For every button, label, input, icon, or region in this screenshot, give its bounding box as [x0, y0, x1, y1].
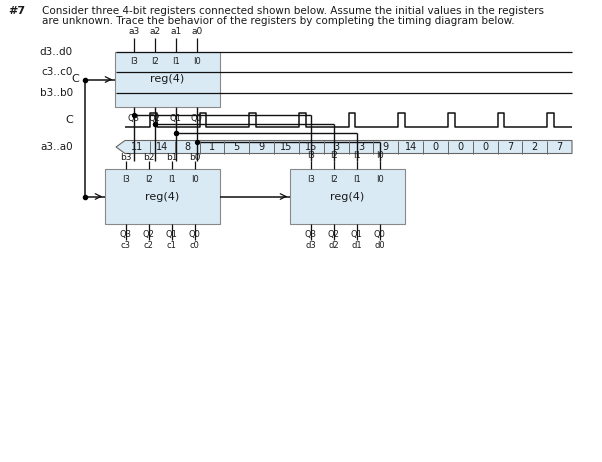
- Polygon shape: [116, 140, 572, 153]
- Text: I0: I0: [193, 57, 201, 67]
- Bar: [105, 169, 220, 224]
- Text: Q3: Q3: [120, 231, 132, 239]
- Text: C: C: [65, 115, 73, 125]
- Text: 0: 0: [432, 142, 438, 152]
- Text: c3: c3: [120, 242, 131, 250]
- Text: c2: c2: [144, 242, 154, 250]
- Bar: [290, 169, 405, 224]
- Text: I3: I3: [130, 57, 138, 67]
- Text: Consider three 4-bit registers connected shown below. Assume the initial values : Consider three 4-bit registers connected…: [42, 6, 544, 16]
- Text: 14: 14: [405, 142, 417, 152]
- Text: Q1: Q1: [166, 231, 178, 239]
- Text: I0: I0: [376, 175, 383, 183]
- Text: b1: b1: [166, 152, 178, 162]
- Text: 0: 0: [482, 142, 488, 152]
- Bar: [115, 52, 220, 107]
- Text: d3..d0: d3..d0: [40, 47, 73, 57]
- Text: I1: I1: [168, 175, 176, 183]
- Text: 7: 7: [507, 142, 513, 152]
- Text: I2: I2: [330, 175, 338, 183]
- Text: Q1: Q1: [170, 115, 182, 123]
- Text: 15: 15: [280, 142, 293, 152]
- Text: I1: I1: [353, 175, 361, 183]
- Text: I3: I3: [122, 175, 129, 183]
- Text: Q3: Q3: [128, 115, 140, 123]
- Text: are unknown. Trace the behavior of the registers by completing the timing diagra: are unknown. Trace the behavior of the r…: [42, 16, 515, 26]
- Text: 15: 15: [305, 142, 317, 152]
- Text: I2: I2: [145, 175, 152, 183]
- Text: d0: d0: [374, 242, 385, 250]
- Text: b0: b0: [189, 152, 200, 162]
- Text: Q0: Q0: [189, 231, 200, 239]
- Text: #7: #7: [8, 6, 25, 16]
- Text: Q2: Q2: [327, 231, 340, 239]
- Text: a0: a0: [191, 28, 202, 36]
- Text: I2: I2: [151, 57, 159, 67]
- Text: C: C: [71, 74, 79, 85]
- Text: 9: 9: [383, 142, 389, 152]
- Text: 7: 7: [556, 142, 563, 152]
- Text: a2: a2: [149, 28, 161, 36]
- Text: reg(4): reg(4): [330, 192, 365, 201]
- Text: Q3: Q3: [305, 231, 317, 239]
- Text: 5: 5: [234, 142, 240, 152]
- Text: a3..a0: a3..a0: [40, 142, 73, 152]
- Text: I2: I2: [330, 151, 338, 159]
- Text: 9: 9: [258, 142, 265, 152]
- Text: reg(4): reg(4): [150, 74, 185, 85]
- Text: Q0: Q0: [374, 231, 386, 239]
- Text: d2: d2: [328, 242, 339, 250]
- Text: a3: a3: [128, 28, 140, 36]
- Text: I3: I3: [307, 151, 315, 159]
- Text: 8: 8: [184, 142, 190, 152]
- Text: a1: a1: [170, 28, 182, 36]
- Text: 3: 3: [358, 142, 364, 152]
- Text: I0: I0: [376, 151, 383, 159]
- Text: reg(4): reg(4): [145, 192, 179, 201]
- Text: 1: 1: [209, 142, 215, 152]
- Text: c1: c1: [167, 242, 176, 250]
- Text: Q2: Q2: [149, 115, 161, 123]
- Text: Q0: Q0: [191, 115, 203, 123]
- Text: 0: 0: [457, 142, 464, 152]
- Text: I1: I1: [172, 57, 180, 67]
- Text: I1: I1: [353, 151, 361, 159]
- Text: d1: d1: [352, 242, 362, 250]
- Text: I0: I0: [191, 175, 199, 183]
- Text: b3: b3: [120, 152, 131, 162]
- Text: Q2: Q2: [143, 231, 155, 239]
- Text: 14: 14: [156, 142, 169, 152]
- Text: d3: d3: [305, 242, 316, 250]
- Text: b3..b0: b3..b0: [40, 88, 73, 98]
- Text: 11: 11: [131, 142, 143, 152]
- Text: b2: b2: [143, 152, 154, 162]
- Text: 3: 3: [333, 142, 339, 152]
- Text: I3: I3: [307, 175, 315, 183]
- Text: 2: 2: [532, 142, 538, 152]
- Text: Q1: Q1: [351, 231, 362, 239]
- Text: c0: c0: [190, 242, 200, 250]
- Text: c3..c0: c3..c0: [42, 67, 73, 77]
